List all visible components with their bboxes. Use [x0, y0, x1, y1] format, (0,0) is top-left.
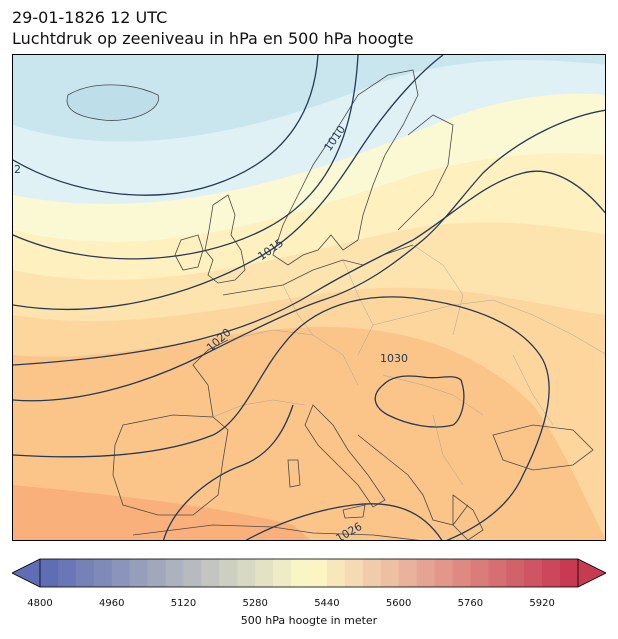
colorbar-segment: [326, 559, 346, 587]
colorbar-segment: [219, 559, 238, 587]
isobar-label: 2: [14, 163, 21, 176]
colorbar-segment: [488, 559, 507, 587]
map-title: Luchtdruk op zeeniveau in hPa en 500 hPa…: [12, 29, 414, 48]
colorbar-segment: [183, 559, 202, 587]
colorbar-tick-label: 4800: [27, 598, 53, 609]
colorbar-segment: [309, 559, 328, 587]
colorbar-tick-label: 5120: [170, 598, 197, 609]
colorbar-segment: [40, 559, 59, 587]
weather-map: 1010 1015 1020 1030 1026 2: [13, 55, 605, 540]
map-panel: 1010 1015 1020 1030 1026 2: [12, 54, 606, 541]
colorbar-tick-label: 5760: [457, 598, 484, 609]
colorbar-segment: [201, 559, 220, 587]
colorbar-segment: [93, 559, 113, 587]
colorbar-segment: [452, 559, 471, 587]
colorbar-outline: [39, 558, 579, 588]
colorbar-segment: [506, 559, 525, 587]
colorbar-segment: [291, 559, 310, 587]
colorbar-segment: [165, 559, 185, 587]
colorbar: [12, 558, 606, 588]
colorbar-segment: [57, 559, 77, 587]
isobars: [13, 55, 605, 540]
colorbar-tick-label: 5280: [242, 598, 268, 609]
colorbar-min-extension: [12, 559, 40, 587]
coastlines: [66, 69, 594, 540]
colorbar-max-extension: [578, 559, 606, 587]
colorbar-segment: [237, 559, 256, 587]
colorbar-tick-label: 4960: [98, 598, 125, 609]
colorbar-segment: [416, 559, 436, 587]
colorbar-tick-label: 5920: [529, 598, 555, 609]
colorbar-segment: [434, 559, 454, 587]
colorbar-segment: [560, 559, 579, 587]
colorbar-segment: [147, 559, 167, 587]
colorbar-segment: [470, 559, 489, 587]
colorbar-label: 500 hPa hoogte in meter: [240, 614, 378, 627]
colorbar-segment: [273, 559, 292, 587]
height-fill-layer: [13, 55, 605, 540]
colorbar-segment: [75, 559, 95, 587]
colorbar-segment: [255, 559, 274, 587]
colorbar-segment: [524, 559, 543, 587]
map-datetime: 29-01-1826 12 UTC: [12, 8, 168, 27]
colorbar-segment: [380, 559, 400, 587]
colorbar-tick-label: 5440: [314, 598, 340, 609]
colorbar-segment: [344, 559, 364, 587]
colorbar-segment: [129, 559, 149, 587]
colorbar-segment: [111, 559, 131, 587]
colorbar-segments: [40, 559, 579, 587]
colorbar-tick-label: 5600: [385, 598, 412, 609]
isobar-label: 1030: [380, 352, 408, 365]
colorbar-segment: [542, 559, 561, 587]
colorbar-segment: [398, 559, 418, 587]
colorbar-segment: [362, 559, 382, 587]
